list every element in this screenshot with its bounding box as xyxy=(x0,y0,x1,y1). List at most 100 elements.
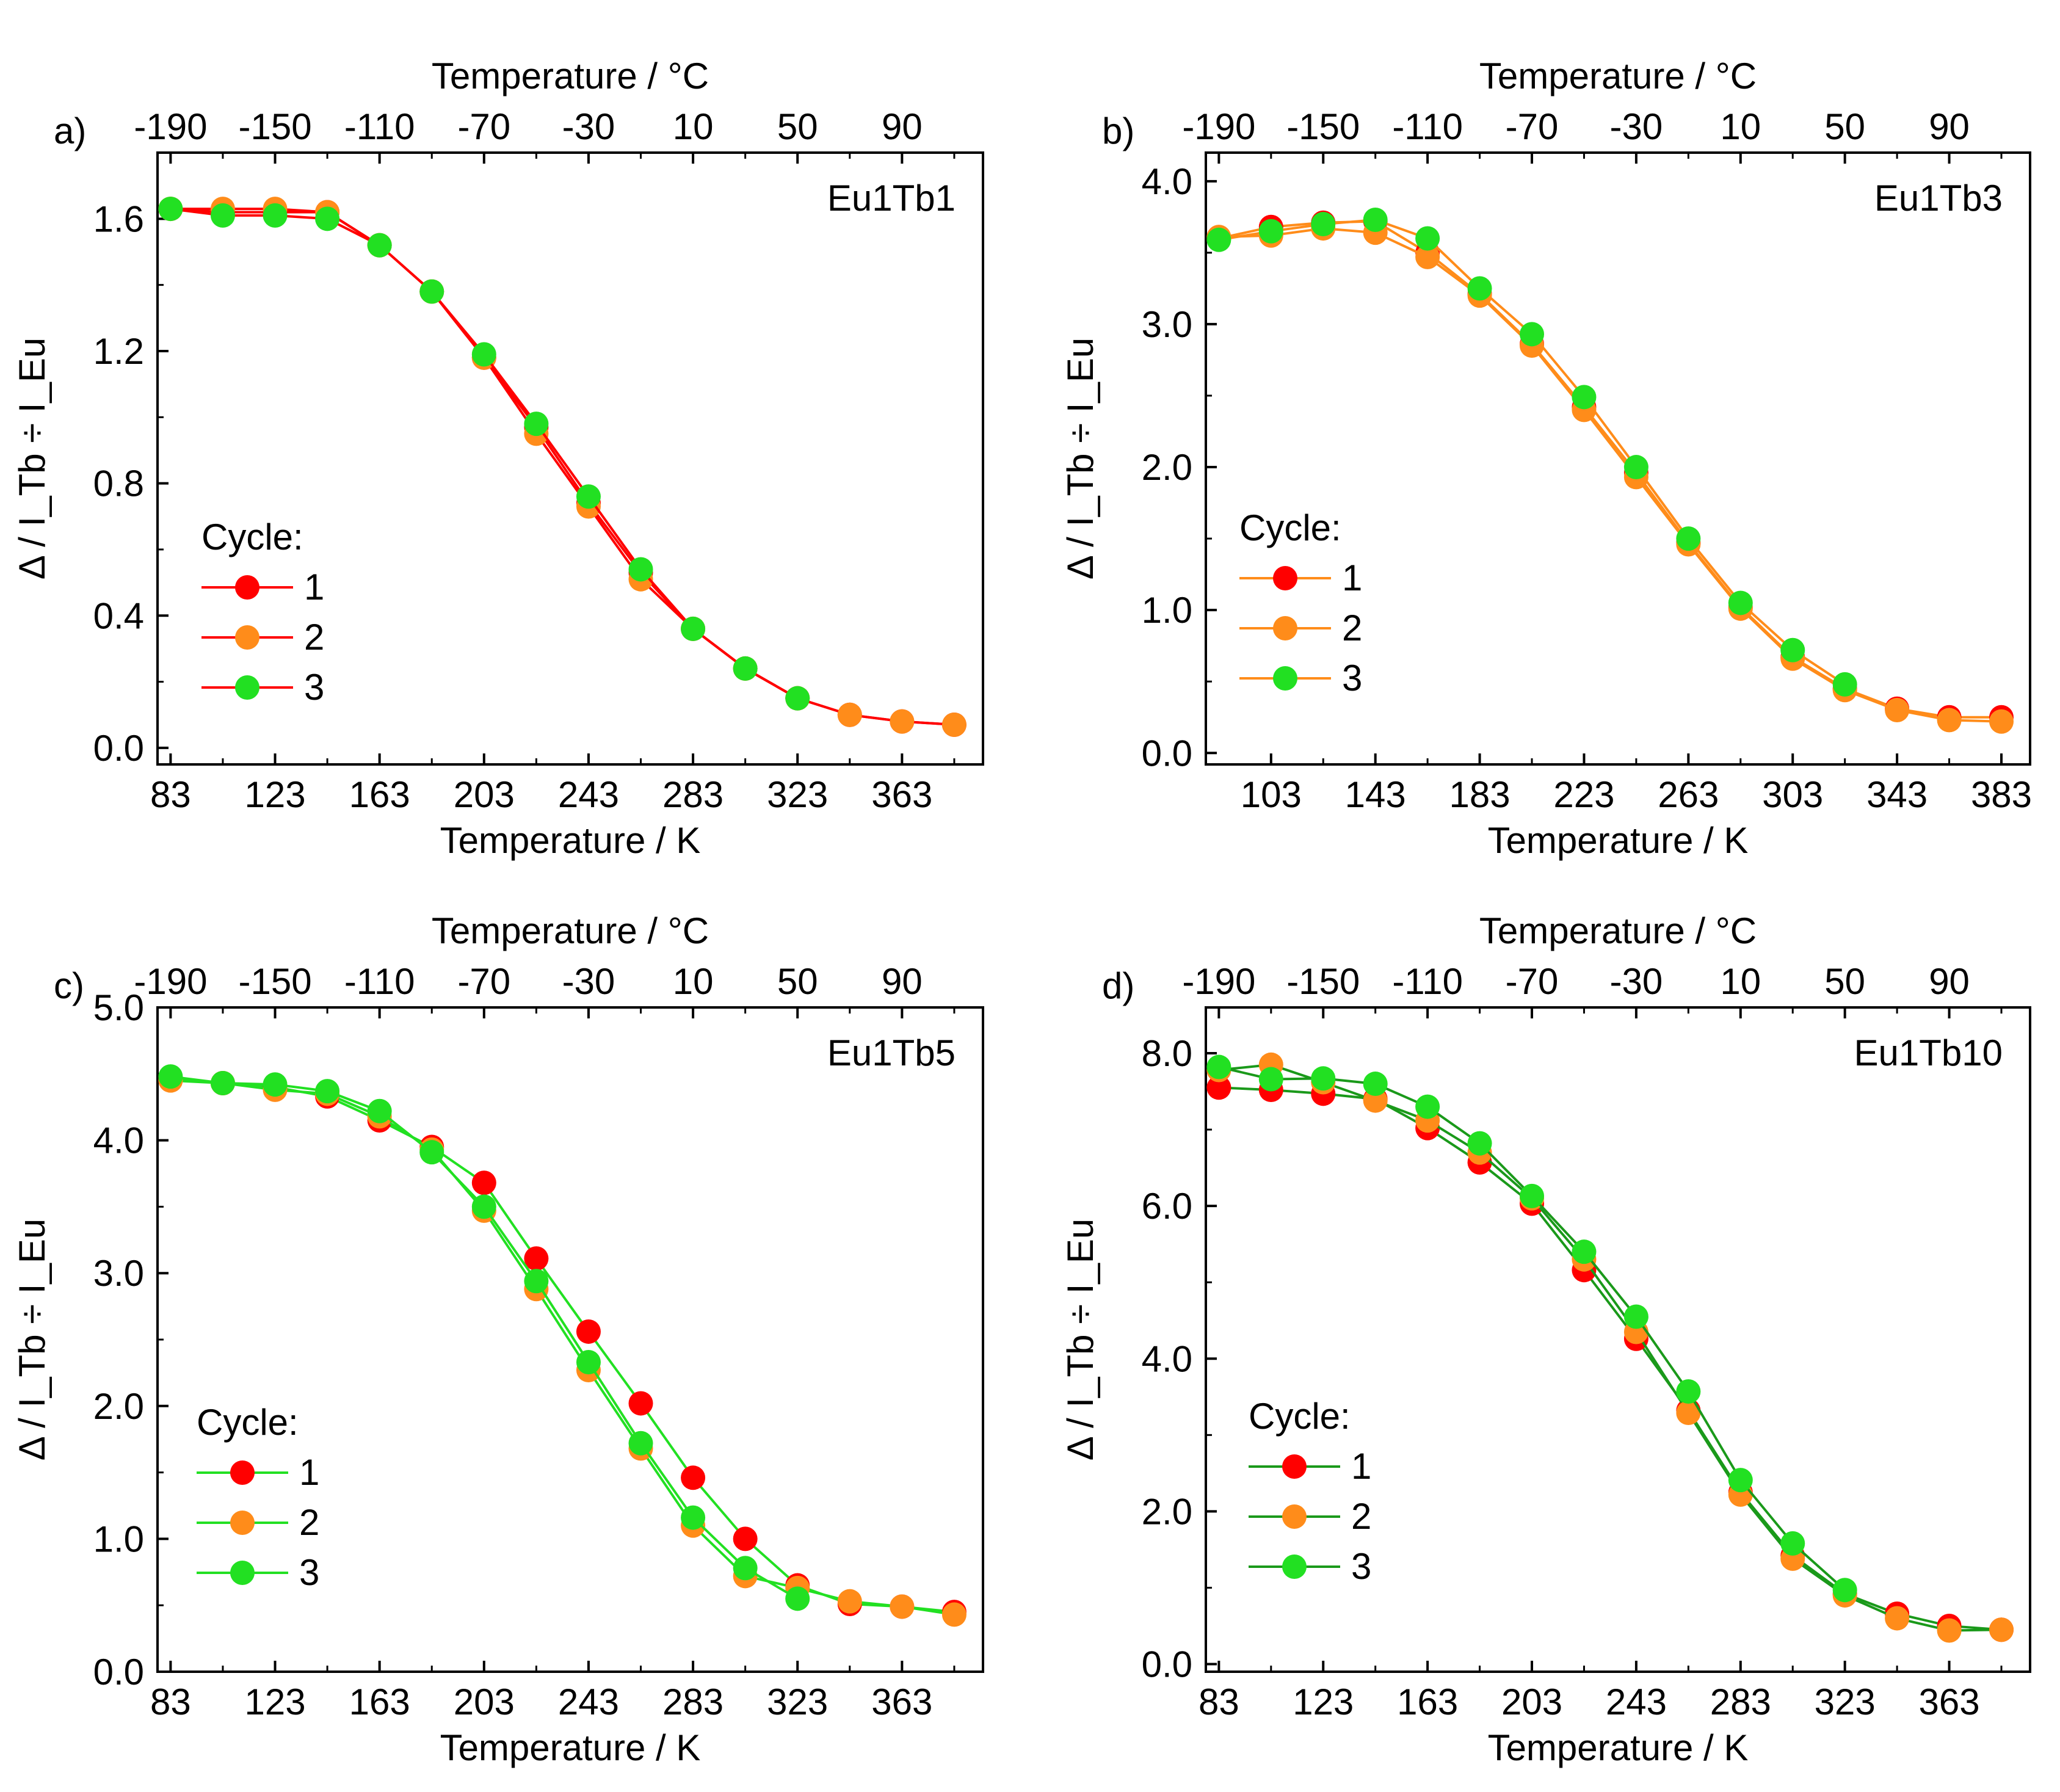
legend: Cycle:1 2 3 xyxy=(1249,1396,1371,1587)
chart-panel-c: 83 123 163 203 243 283 323 363-190 -150 -110 -70 -3… xyxy=(12,910,984,1768)
data-point xyxy=(1885,698,1910,723)
data-point xyxy=(1363,1088,1388,1113)
legend-label: 3 xyxy=(304,667,324,708)
x2-tick-label: 90 xyxy=(882,961,923,1002)
data-point xyxy=(628,1391,653,1416)
legend-marker xyxy=(230,1561,255,1585)
x-tick-label: 123 xyxy=(244,774,305,815)
data-point xyxy=(1832,672,1857,697)
series-line xyxy=(170,1079,955,1616)
data-point xyxy=(1623,1304,1648,1329)
series-cycle-3 xyxy=(158,197,810,711)
data-point xyxy=(1520,1183,1545,1208)
panel-label: b) xyxy=(1102,111,1134,151)
x2-tick-label: 50 xyxy=(1824,106,1865,147)
data-point xyxy=(471,1194,496,1219)
data-point xyxy=(785,1586,810,1611)
y-tick-label: 0.4 xyxy=(93,595,144,636)
data-point xyxy=(576,484,601,509)
x-tick-label: 203 xyxy=(454,774,515,815)
legend-label: 2 xyxy=(299,1502,319,1543)
legend-marker xyxy=(1273,666,1297,691)
x2-tick-label: 10 xyxy=(673,106,714,147)
x2-tick-label: -110 xyxy=(344,961,415,1002)
data-point xyxy=(1363,208,1388,233)
series-line xyxy=(1219,1063,2002,1632)
legend-label: 2 xyxy=(1342,608,1362,648)
data-point xyxy=(210,203,235,228)
x-tick-label: 363 xyxy=(871,774,932,815)
x-axis-title: Temperature / K xyxy=(440,820,701,861)
data-point xyxy=(1520,322,1545,347)
x2-tick-label: -70 xyxy=(1506,106,1559,147)
data-point xyxy=(1572,1239,1597,1264)
x2-tick-label: -70 xyxy=(457,961,510,1002)
x-tick-label: 363 xyxy=(1919,1681,1980,1722)
data-point xyxy=(1415,226,1440,251)
legend-title: Cycle: xyxy=(197,1402,299,1443)
x-tick-label: 223 xyxy=(1553,774,1614,815)
x2-tick-label: 90 xyxy=(882,106,923,147)
data-point xyxy=(1311,1066,1336,1091)
x2-tick-label: -150 xyxy=(1286,106,1360,147)
x-tick-label: 343 xyxy=(1866,774,1928,815)
data-point xyxy=(1885,1606,1910,1631)
x-tick-label: 83 xyxy=(150,774,191,815)
legend-label: 3 xyxy=(1351,1546,1371,1587)
legend-label: 1 xyxy=(299,1452,319,1493)
x2-tick-label: 10 xyxy=(1720,106,1761,147)
data-point xyxy=(890,709,915,734)
data-point xyxy=(367,1098,392,1123)
x2-tick-label: -70 xyxy=(1506,961,1559,1002)
data-point xyxy=(1780,1531,1805,1556)
series-line xyxy=(1218,220,2001,719)
y-tick-label: 5.0 xyxy=(93,987,144,1028)
x-tick-label: 203 xyxy=(1501,1681,1562,1722)
x-tick-label: 163 xyxy=(349,774,410,815)
y-axis-title: Δ / I_Tb ÷ I_Eu xyxy=(1060,1219,1101,1461)
data-point xyxy=(1676,1379,1701,1404)
series-cycle-3 xyxy=(1206,1054,1857,1603)
x2-tick-label: -190 xyxy=(1182,961,1255,1002)
series-line xyxy=(170,208,955,726)
panel-label: a) xyxy=(54,111,86,151)
plot-frame xyxy=(1205,1006,2031,1673)
y-tick-label: 6.0 xyxy=(1142,1186,1192,1227)
data-point xyxy=(1937,708,1962,733)
data-point xyxy=(890,1594,915,1619)
data-point xyxy=(419,279,444,304)
x-tick-label: 143 xyxy=(1345,774,1406,815)
data-point xyxy=(733,1526,758,1551)
data-point xyxy=(263,203,288,228)
y-tick-label: 0.0 xyxy=(1142,733,1192,774)
x2-tick-label: 90 xyxy=(1929,106,1970,147)
data-point xyxy=(1206,227,1231,252)
x-tick-label: 283 xyxy=(662,1681,724,1722)
x-tick-label: 383 xyxy=(1971,774,2032,815)
y-tick-label: 3.0 xyxy=(93,1253,144,1294)
series-cycle-3 xyxy=(1206,208,1857,697)
x2-tick-label: -190 xyxy=(1182,106,1255,147)
data-point xyxy=(576,1349,601,1374)
legend-marker xyxy=(1273,616,1297,640)
series-line xyxy=(170,1076,955,1614)
x-tick-label: 123 xyxy=(1293,1681,1354,1722)
x2-tick-label: 50 xyxy=(1824,961,1865,1002)
x-tick-label: 243 xyxy=(558,774,619,815)
data-point xyxy=(210,1071,235,1096)
series-line xyxy=(1218,1065,1846,1591)
data-point xyxy=(263,1072,288,1097)
data-point xyxy=(1780,637,1805,662)
series-cycle-1 xyxy=(158,1065,967,1625)
legend-marker xyxy=(235,575,259,600)
data-point xyxy=(419,1140,444,1165)
y-axis-title: Δ / I_Tb ÷ I_Eu xyxy=(12,1219,53,1461)
data-point xyxy=(524,412,549,437)
x2-axis-title: Temperature / °C xyxy=(432,910,709,951)
data-point xyxy=(733,656,758,681)
x2-tick-label: -190 xyxy=(134,106,207,147)
plot-frame xyxy=(1205,151,2031,766)
data-point xyxy=(1467,1131,1492,1156)
data-point xyxy=(733,1556,758,1581)
